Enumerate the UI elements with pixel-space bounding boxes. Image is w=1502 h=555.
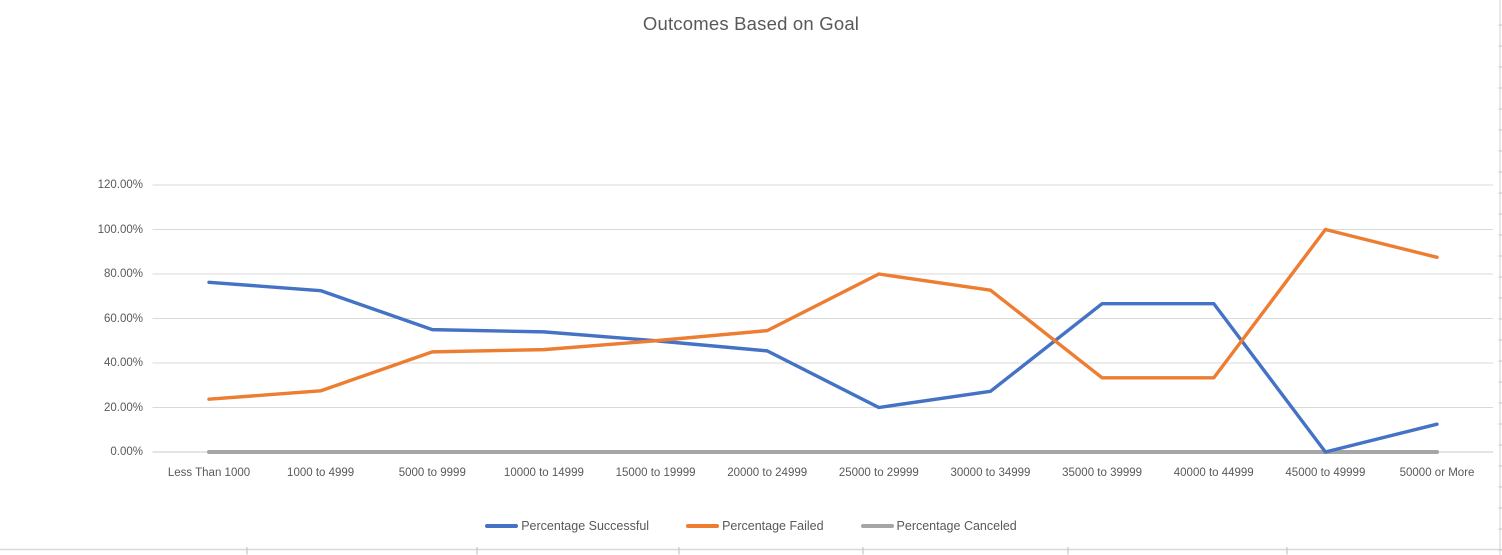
legend-label: Percentage Successful <box>521 519 650 533</box>
legend-item-percentage-canceled: Percentage Canceled <box>860 519 1017 533</box>
series-line-percentage-failed <box>207 227 1439 401</box>
legend-line-marker-icon <box>860 523 894 529</box>
x-axis-tick-label: 50000 or More <box>1399 467 1475 479</box>
y-axis-tick-label: 100.00% <box>97 223 143 236</box>
legend-line-marker-icon <box>686 523 720 529</box>
legend-line-marker-icon <box>485 523 519 529</box>
y-axis-tick-label: 40.00% <box>103 357 143 369</box>
y-axis-tick-label: 20.00% <box>103 401 143 414</box>
x-axis-tick-label: 35000 to 39999 <box>1062 467 1143 479</box>
x-axis-tick-label: Less Than 1000 <box>167 467 251 479</box>
x-axis-tick-label: 1000 to 4999 <box>287 467 355 479</box>
x-axis-tick-label: 40000 to 44999 <box>1173 467 1254 479</box>
x-axis-tick-label: 5000 to 9999 <box>398 467 466 479</box>
x-axis-tick-label: 45000 to 49999 <box>1285 467 1366 479</box>
legend-label: Percentage Failed <box>722 519 824 533</box>
series-line-percentage-successful <box>207 280 1439 454</box>
legend-item-percentage-successful: Percentage Successful <box>485 519 649 533</box>
y-axis-tick-label: 80.00% <box>103 268 143 280</box>
chart-legend: Percentage Successful Percentage Failed Pe… <box>0 519 1502 533</box>
y-axis-tick-label: 60.00% <box>103 312 143 325</box>
x-axis-tick-label: 30000 to 34999 <box>950 467 1031 479</box>
y-axis-tick-label: 0.00% <box>110 446 143 458</box>
x-axis-tick-label: 20000 to 24999 <box>727 467 808 479</box>
x-axis-tick-label: 10000 to 14999 <box>503 467 584 479</box>
legend-item-percentage-failed: Percentage Failed <box>686 519 824 533</box>
x-axis-tick-label: 25000 to 29999 <box>838 467 919 479</box>
y-axis-tick-label: 120.00% <box>97 179 143 191</box>
legend-label: Percentage Canceled <box>896 519 1017 533</box>
x-axis-tick-label: 15000 to 19999 <box>615 467 696 479</box>
chart-title: Outcomes Based on Goal <box>642 13 860 34</box>
